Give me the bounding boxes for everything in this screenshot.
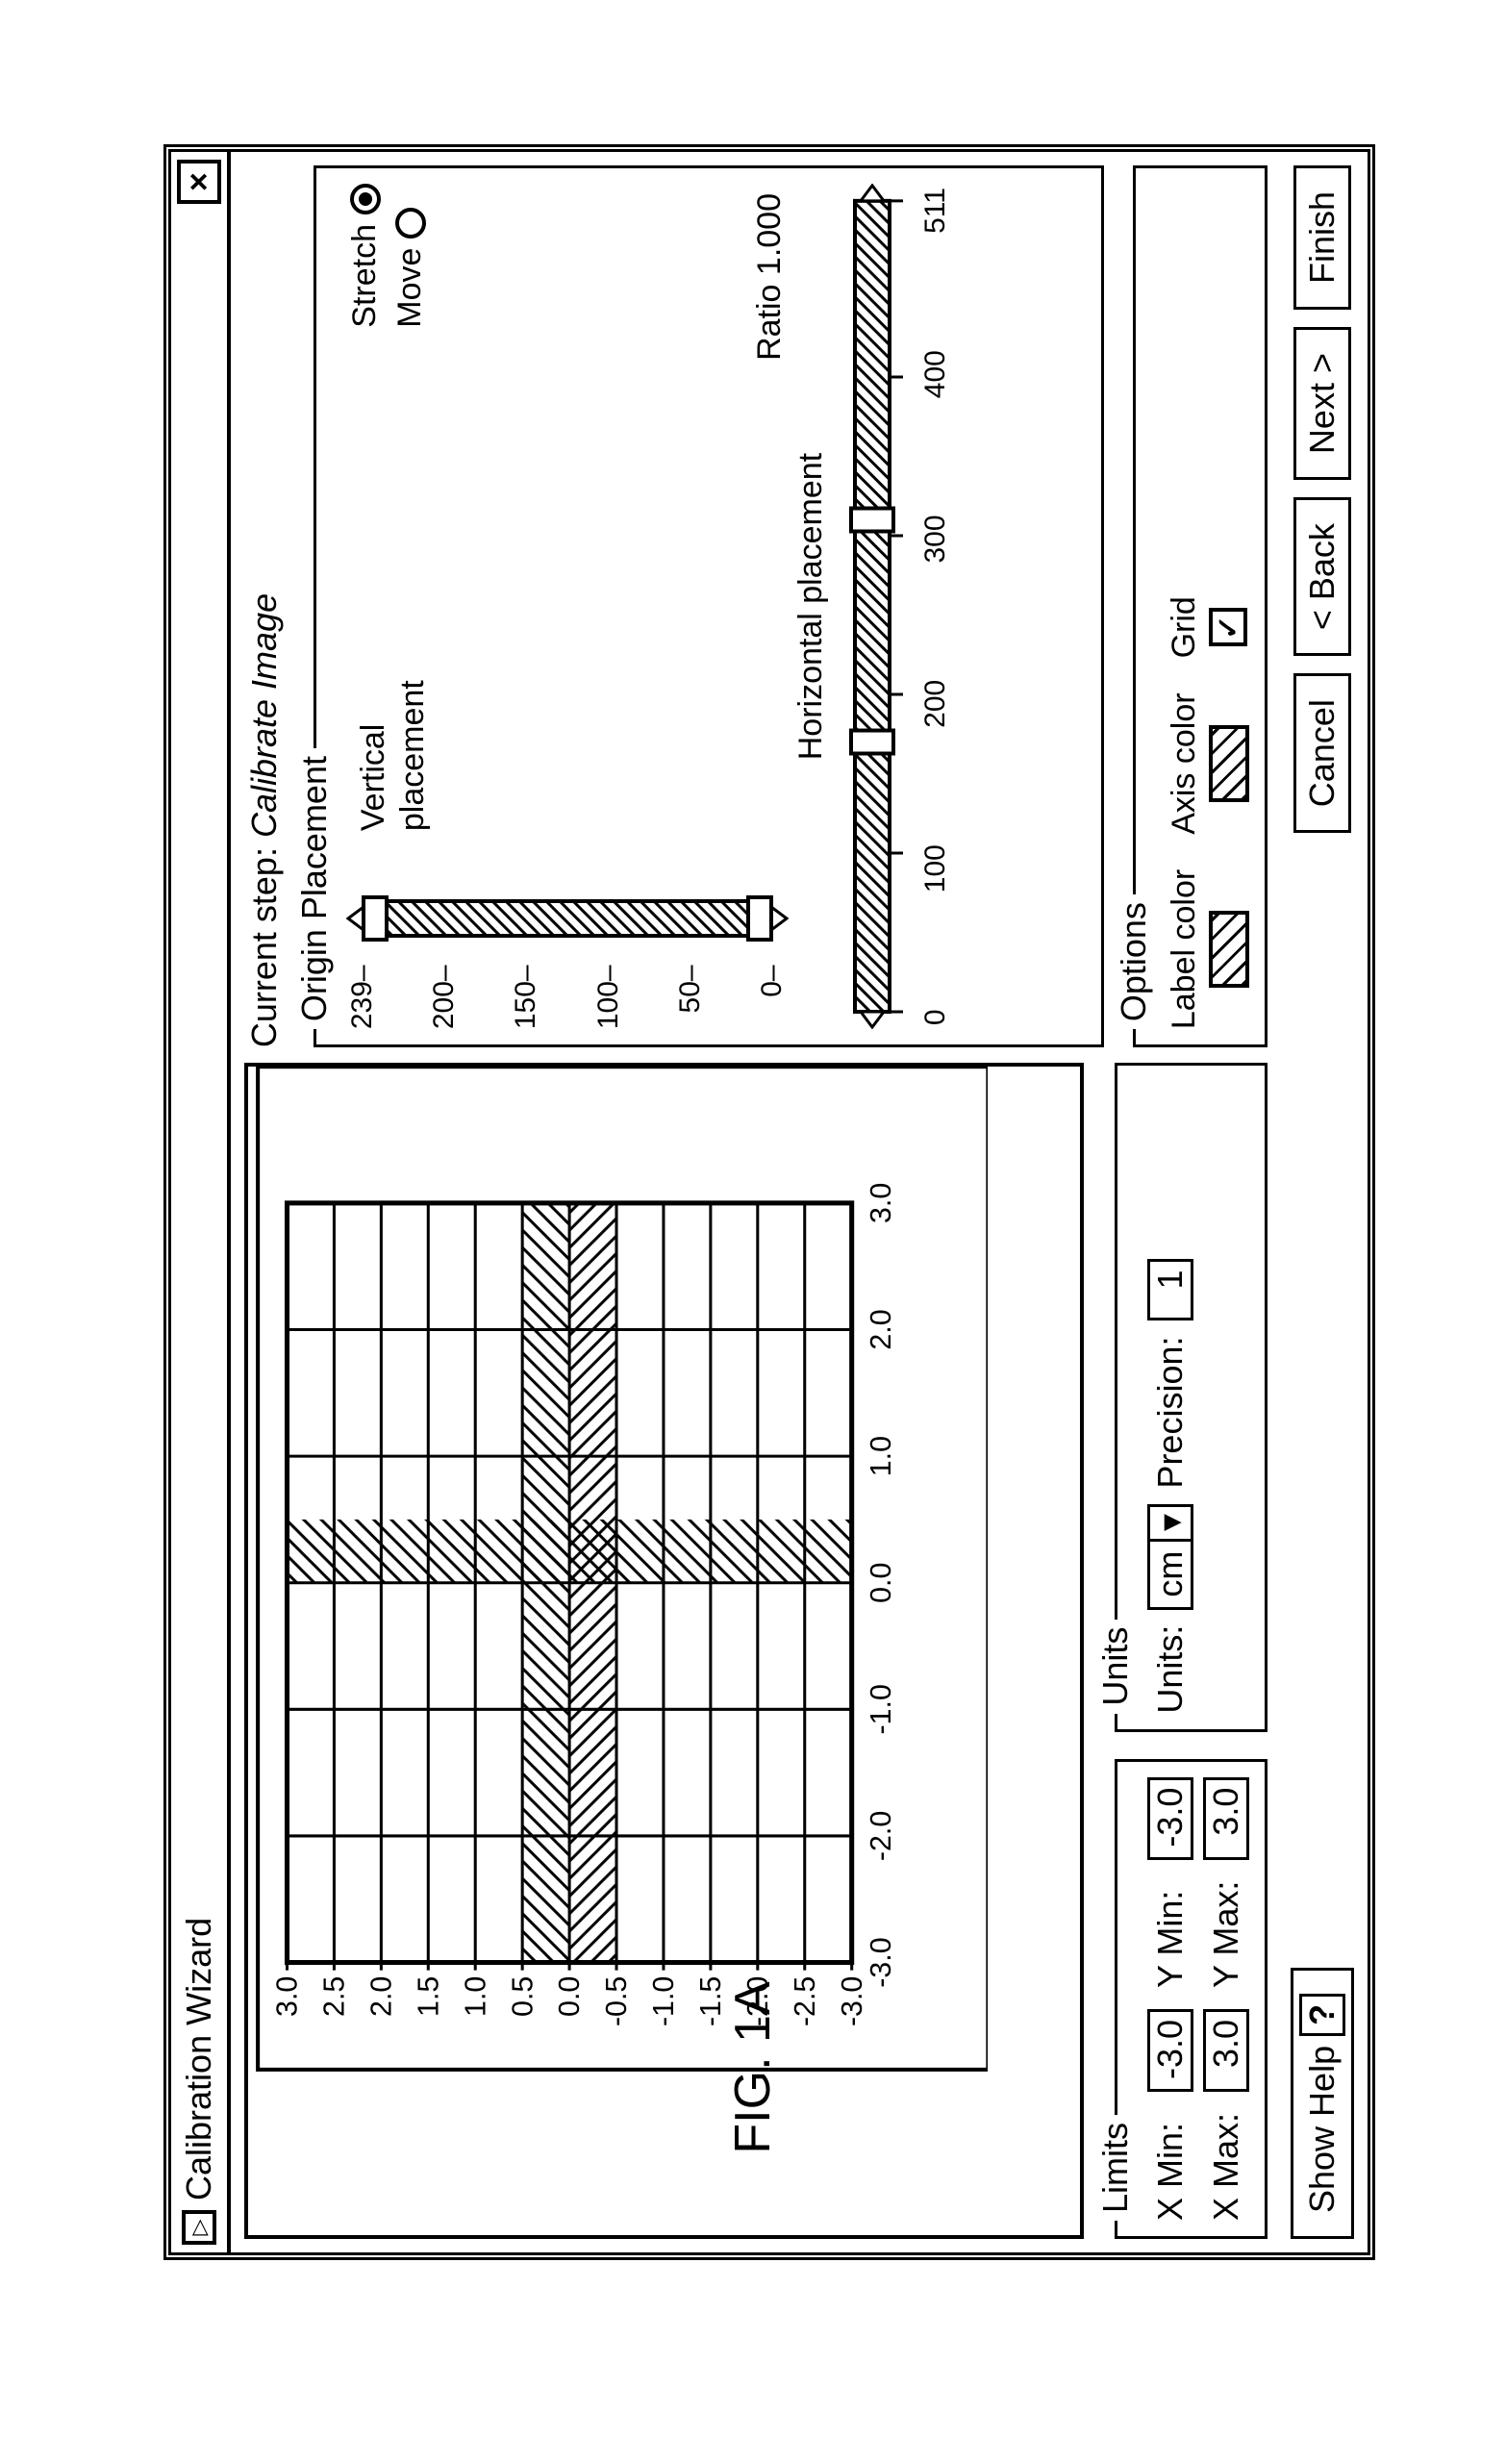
xmax-label: X Max: <box>1206 2113 1246 2221</box>
svg-text:-3.0: -3.0 <box>866 1937 897 1987</box>
window-title: Calibration Wizard <box>179 1918 219 2200</box>
show-help-label: Show Help <box>1302 2046 1343 2213</box>
origin-legend: Origin Placement <box>294 748 335 1029</box>
svg-text:-1.0: -1.0 <box>648 1976 680 2026</box>
xmin-input[interactable]: -3.0 <box>1147 2009 1193 2092</box>
vtick: 0– <box>756 965 789 996</box>
svg-text:2.0: 2.0 <box>866 1309 897 1349</box>
system-menu-icon[interactable]: ▷ <box>182 2210 216 2245</box>
vertical-thumb-2[interactable] <box>748 897 771 940</box>
back-button[interactable]: < Back <box>1293 497 1351 656</box>
vertical-placement-label: Vertical placement <box>346 336 433 831</box>
current-step-value: Calibrate Image <box>244 593 284 838</box>
svg-text:-2.0: -2.0 <box>866 1811 897 1861</box>
origin-placement-group: Origin Placement 239– 200– 150– 100– 50– 0– <box>294 165 1104 1047</box>
options-legend: Options <box>1114 894 1154 1029</box>
close-button[interactable]: × <box>177 160 221 204</box>
svg-text:-3.0: -3.0 <box>837 1976 868 2026</box>
dropdown-icon[interactable]: ▾ <box>1150 1507 1191 1542</box>
precision-input[interactable]: 1 <box>1147 1260 1193 1321</box>
vtick: 100– <box>592 965 625 1029</box>
precision-label: Precision: <box>1150 1337 1191 1489</box>
htick: 200 <box>919 680 952 728</box>
vertical-placement-slider[interactable] <box>346 880 789 957</box>
label-color-swatch[interactable] <box>1209 911 1249 988</box>
ymax-input[interactable]: 3.0 <box>1203 1777 1249 1860</box>
calibration-grid-chart: 3.0 2.5 2.0 1.5 1.0 0.5 0.0 -0.5 -1.0 -1.5 -2.0 -2.… <box>248 1067 988 2235</box>
svg-text:1.5: 1.5 <box>413 1976 444 2017</box>
move-label: Move <box>391 248 429 328</box>
grid-label: Grid <box>1166 596 1203 658</box>
current-step-label: Current step: <box>244 847 284 1047</box>
vertical-thumb[interactable] <box>364 897 387 940</box>
svg-text:1.0: 1.0 <box>866 1436 897 1476</box>
limits-legend: Limits <box>1095 2115 1136 2221</box>
titlebar: ▷ Calibration Wizard × <box>171 152 231 2252</box>
horizontal-thumb-1[interactable] <box>851 731 893 754</box>
radio-icon <box>395 208 426 239</box>
units-legend: Units <box>1095 1620 1136 1714</box>
svg-text:3.0: 3.0 <box>272 1976 304 2017</box>
current-step: Current step: Calibrate Image <box>244 165 285 1047</box>
units-value: cm <box>1150 1542 1191 1607</box>
ratio-display: Ratio 1.000 <box>751 184 789 831</box>
svg-text:1.0: 1.0 <box>460 1976 491 2017</box>
axis-color-label: Axis color <box>1166 692 1203 834</box>
htick: 0 <box>919 1009 952 1025</box>
ymin-label: Y Min: <box>1150 1881 1191 1988</box>
htick: 400 <box>919 350 952 398</box>
xmax-input[interactable]: 3.0 <box>1203 2009 1249 2092</box>
svg-text:2.5: 2.5 <box>319 1976 351 2017</box>
stretch-label: Stretch <box>346 224 384 328</box>
grid-checkbox[interactable] <box>1209 608 1247 646</box>
next-button[interactable]: Next > <box>1293 327 1351 480</box>
vtick: 200– <box>428 965 461 1029</box>
vertical-ticks: 239– 200– 150– 100– 50– 0– <box>346 957 789 1029</box>
units-select[interactable]: cm ▾ <box>1147 1504 1193 1610</box>
figure-label: FIG. 1A <box>724 1981 782 2153</box>
radio-dot-icon <box>350 184 381 214</box>
horizontal-ticks: 0 100 200 300 400 511 <box>919 184 952 1029</box>
svg-text:0.0: 0.0 <box>554 1976 586 2017</box>
show-help-button[interactable]: Show Help ? <box>1291 1968 1354 2239</box>
horizontal-placement-label: Horizontal placement <box>792 184 830 1029</box>
svg-text:0.5: 0.5 <box>507 1976 539 2017</box>
svg-text:0.0: 0.0 <box>866 1563 897 1603</box>
horizontal-thumb-2[interactable] <box>851 509 893 532</box>
ymin-input[interactable]: -3.0 <box>1147 1777 1193 1860</box>
svg-text:-2.5: -2.5 <box>790 1976 821 2026</box>
htick: 100 <box>919 844 952 893</box>
move-radio[interactable]: Move <box>391 208 429 328</box>
htick: 300 <box>919 515 952 563</box>
htick: 511 <box>919 188 952 234</box>
label-color-label: Label color <box>1166 869 1203 1029</box>
stretch-radio[interactable]: Stretch <box>346 184 384 328</box>
vtick: 50– <box>674 965 707 1013</box>
svg-text:-1.0: -1.0 <box>866 1684 897 1734</box>
svg-text:2.0: 2.0 <box>365 1976 397 2017</box>
options-group: Options Label color Axis color Grid <box>1114 165 1268 1047</box>
axis-color-swatch[interactable] <box>1209 725 1249 802</box>
xmin-label: X Min: <box>1150 2113 1191 2221</box>
vtick: 239– <box>346 965 379 1029</box>
limits-group: Limits X Min: -3.0 Y Min: -3.0 X Max: 3.… <box>1095 1759 1268 2239</box>
calibration-preview[interactable]: 3.0 2.5 2.0 1.5 1.0 0.5 0.0 -0.5 -1.0 -1.5 -2.0 -2.… <box>244 1063 1084 2239</box>
ymax-label: Y Max: <box>1206 1881 1246 1988</box>
help-icon: ? <box>1299 1994 1345 2036</box>
units-group: Units Units: cm ▾ Precision: 1 <box>1095 1063 1268 1731</box>
vtick: 150– <box>510 965 542 1029</box>
calibration-wizard-window: ▷ Calibration Wizard × 3.0 2.5 2.0 1.5 1.0 <box>163 144 1375 2260</box>
svg-text:-1.5: -1.5 <box>695 1976 727 2026</box>
svg-text:3.0: 3.0 <box>866 1183 897 1223</box>
svg-text:-0.5: -0.5 <box>601 1976 633 2026</box>
horizontal-placement-slider[interactable] <box>834 184 911 1029</box>
units-label: Units: <box>1150 1625 1191 1714</box>
cancel-button[interactable]: Cancel <box>1293 673 1351 833</box>
finish-button[interactable]: Finish <box>1293 165 1351 310</box>
